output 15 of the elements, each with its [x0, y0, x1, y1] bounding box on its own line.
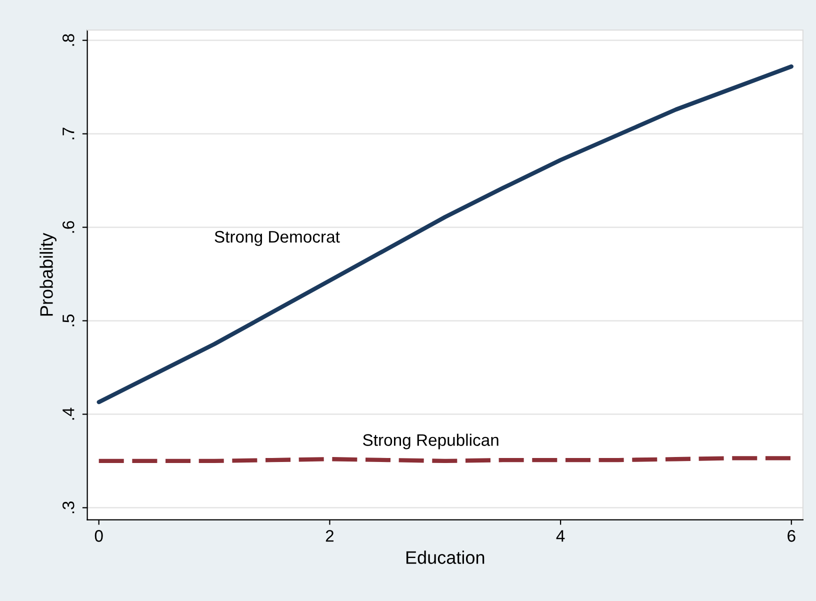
series-label: Strong Republican — [363, 434, 498, 450]
x-tick-label: 4 — [556, 530, 565, 542]
y-tick-label: .3 — [62, 501, 74, 514]
x-tick-label: 0 — [94, 530, 103, 542]
y-tick-label: .7 — [62, 128, 74, 140]
x-tick-label: 6 — [788, 530, 796, 542]
x-axis-title: Education — [406, 550, 484, 564]
y-tick-label: .4 — [62, 408, 74, 420]
y-tick-label: .6 — [62, 221, 74, 233]
y-tick-label: .5 — [62, 314, 74, 326]
x-tick-label: 2 — [326, 530, 334, 542]
line-series — [96, 64, 794, 404]
y-tick-label: .8 — [62, 34, 74, 46]
series-label: Strong Democrat — [214, 230, 340, 246]
y-axis-title: Probability — [40, 232, 56, 316]
